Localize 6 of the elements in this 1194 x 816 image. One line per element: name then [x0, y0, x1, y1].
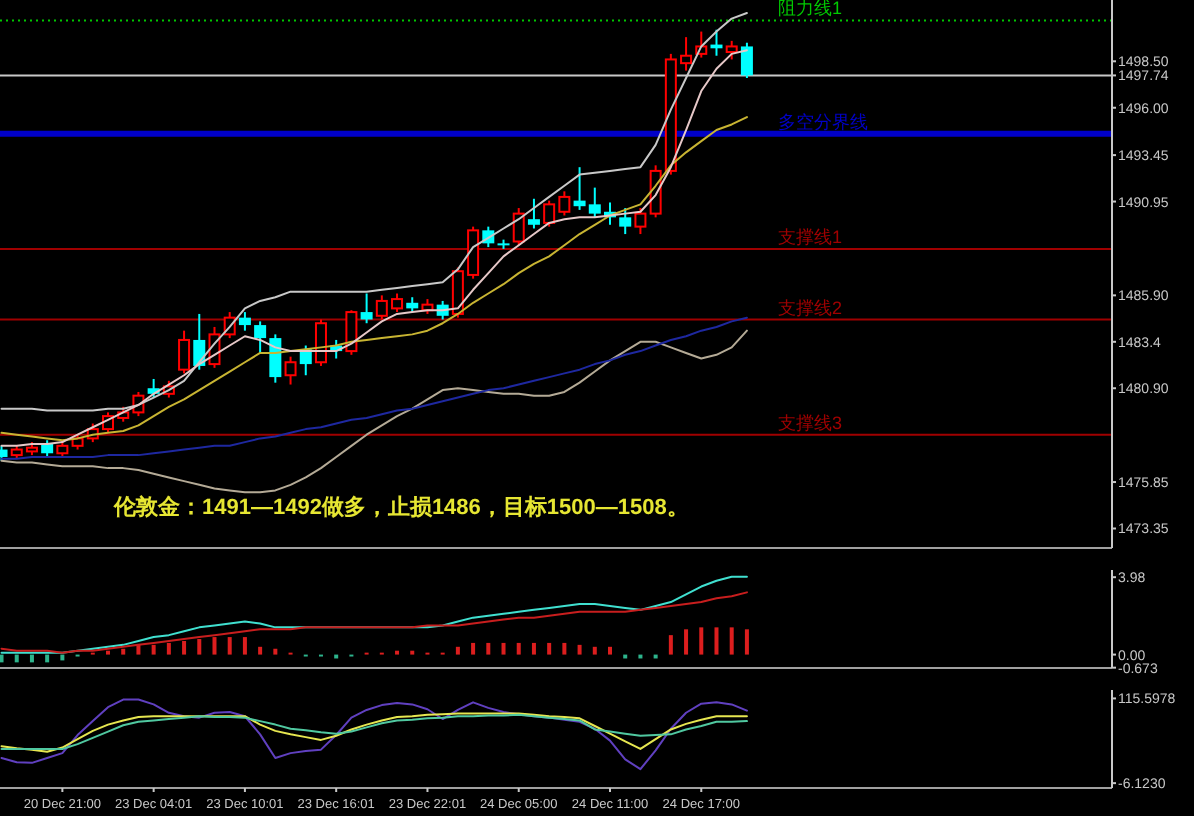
ref-line-label: 支撑线3: [778, 412, 843, 433]
ref-line-label: 支撑线2: [778, 297, 843, 318]
ref-line-label: 多空分界线: [778, 111, 869, 132]
annotation: 伦敦金：1491—1492做多，止损1486，目标1500—1508。: [112, 494, 689, 520]
ref-line-label: 支撑线1: [778, 226, 843, 247]
ref-line-label: 阻力线1: [778, 0, 843, 19]
